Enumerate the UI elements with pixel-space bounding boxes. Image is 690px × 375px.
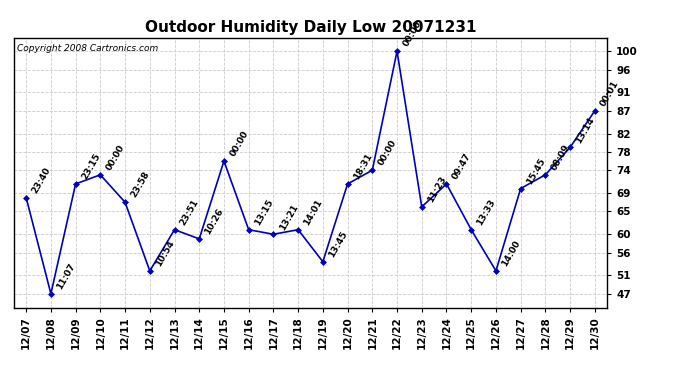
Text: 00:01: 00:01 (599, 79, 621, 108)
Text: Copyright 2008 Cartronics.com: Copyright 2008 Cartronics.com (17, 44, 158, 53)
Text: 13:45: 13:45 (327, 230, 349, 259)
Text: 13:14: 13:14 (574, 115, 596, 144)
Text: 15:45: 15:45 (525, 156, 547, 186)
Text: 13:15: 13:15 (253, 198, 275, 227)
Text: 23:15: 23:15 (80, 152, 102, 181)
Text: 11:07: 11:07 (55, 262, 77, 291)
Text: 18:31: 18:31 (352, 152, 374, 181)
Text: 13:33: 13:33 (475, 198, 497, 227)
Text: 09:47: 09:47 (451, 152, 473, 181)
Text: 14:00: 14:00 (500, 239, 522, 268)
Text: 00:00: 00:00 (401, 20, 423, 48)
Text: 08:09: 08:09 (549, 143, 571, 172)
Text: 00:00: 00:00 (377, 139, 398, 167)
Text: 11:23: 11:23 (426, 175, 448, 204)
Text: 10:26: 10:26 (204, 207, 226, 236)
Text: 23:40: 23:40 (30, 166, 52, 195)
Text: 13:21: 13:21 (277, 202, 299, 231)
Text: 00:00: 00:00 (104, 143, 126, 172)
Text: 00:00: 00:00 (228, 129, 250, 158)
Text: 14:01: 14:01 (302, 198, 324, 227)
Title: Outdoor Humidity Daily Low 20071231: Outdoor Humidity Daily Low 20071231 (145, 20, 476, 35)
Text: 23:51: 23:51 (179, 198, 201, 227)
Text: 10:54: 10:54 (154, 239, 176, 268)
Text: 23:58: 23:58 (129, 170, 151, 200)
